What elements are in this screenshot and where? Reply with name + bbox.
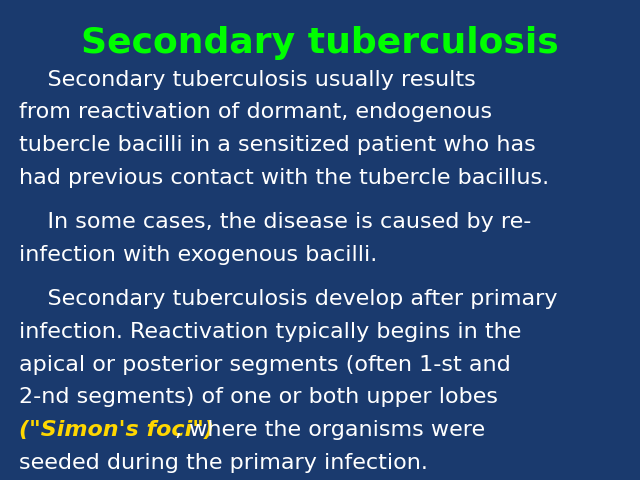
Text: apical or posterior segments (often 1-st and: apical or posterior segments (often 1-st… bbox=[19, 355, 511, 375]
Text: Secondary tuberculosis develop after primary: Secondary tuberculosis develop after pri… bbox=[19, 289, 557, 310]
Text: Secondary tuberculosis usually results: Secondary tuberculosis usually results bbox=[19, 70, 476, 90]
Text: 2-nd segments) of one or both upper lobes: 2-nd segments) of one or both upper lobe… bbox=[19, 387, 498, 408]
Text: seeded during the primary infection.: seeded during the primary infection. bbox=[19, 453, 428, 473]
Text: ("Simon's foci"): ("Simon's foci") bbox=[19, 420, 214, 440]
Text: , where the organisms were: , where the organisms were bbox=[175, 420, 485, 440]
Text: tubercle bacilli in a sensitized patient who has: tubercle bacilli in a sensitized patient… bbox=[19, 135, 536, 155]
Text: had previous contact with the tubercle bacillus.: had previous contact with the tubercle b… bbox=[19, 168, 549, 188]
Text: In some cases, the disease is caused by re-: In some cases, the disease is caused by … bbox=[19, 212, 532, 232]
Text: from reactivation of dormant, endogenous: from reactivation of dormant, endogenous bbox=[19, 102, 492, 122]
Text: infection with exogenous bacilli.: infection with exogenous bacilli. bbox=[19, 245, 378, 265]
Text: infection. Reactivation typically begins in the: infection. Reactivation typically begins… bbox=[19, 322, 522, 342]
Text: Secondary tuberculosis: Secondary tuberculosis bbox=[81, 26, 559, 60]
